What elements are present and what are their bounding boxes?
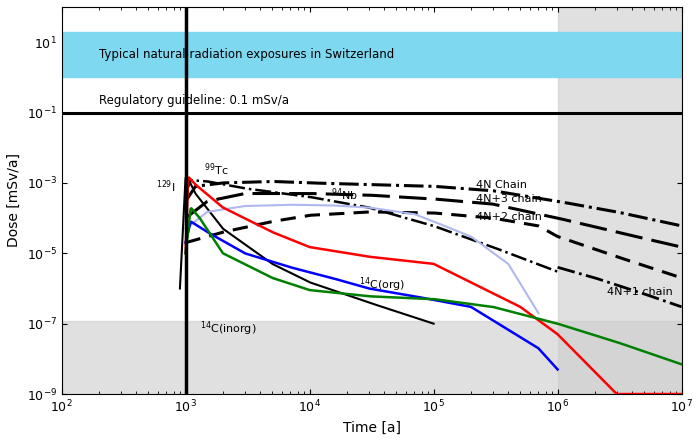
X-axis label: Time [a]: Time [a] bbox=[342, 421, 400, 435]
Bar bbox=[62, 31, 682, 77]
Bar bbox=[62, 321, 682, 394]
Text: $^{129}$I: $^{129}$I bbox=[155, 178, 175, 194]
Bar bbox=[558, 7, 682, 394]
Text: $^{94}$Nb: $^{94}$Nb bbox=[331, 187, 358, 203]
Text: $^{14}$C(org): $^{14}$C(org) bbox=[359, 275, 405, 294]
Text: 4N Chain: 4N Chain bbox=[476, 179, 527, 190]
Text: 4N+1 chain: 4N+1 chain bbox=[607, 287, 673, 297]
Text: 4N+2 chain: 4N+2 chain bbox=[476, 212, 542, 221]
Text: Regulatory guideline: 0.1 mSv/a: Regulatory guideline: 0.1 mSv/a bbox=[99, 95, 289, 107]
Text: 4N+3 chain: 4N+3 chain bbox=[476, 194, 542, 204]
Text: Typical natural radiation exposures in Switzerland: Typical natural radiation exposures in S… bbox=[99, 48, 394, 61]
Y-axis label: Dose [mSv/a]: Dose [mSv/a] bbox=[7, 153, 21, 248]
Text: $^{14}$C(inorg): $^{14}$C(inorg) bbox=[199, 320, 256, 338]
Text: $^{99}$Tc: $^{99}$Tc bbox=[204, 162, 228, 178]
